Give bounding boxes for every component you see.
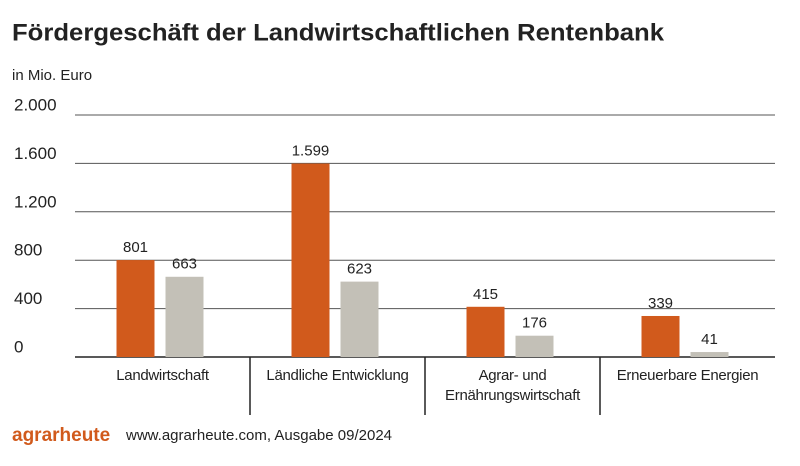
- x-tick-label: Landwirtschaft: [116, 367, 209, 384]
- data-label: 415: [473, 286, 498, 303]
- x-tick-label: Erneuerbare Energien: [616, 367, 759, 384]
- x-tick-label: Agrar- und Ernährungswirtschaft: [445, 367, 580, 404]
- data-label: 1.599: [292, 142, 330, 159]
- bar: [291, 163, 330, 357]
- source: www.agrarheute.com, Ausgabe 09/2024: [125, 427, 392, 444]
- data-label: 176: [522, 315, 547, 332]
- y-tick-label: 1.200: [14, 192, 57, 211]
- data-label: 41: [701, 331, 718, 348]
- x-tick-label: Ländliche Entwicklung: [266, 367, 409, 384]
- bar: [340, 281, 379, 357]
- logo: agrarheute: [12, 425, 110, 446]
- y-tick-label: 2.000: [14, 95, 57, 114]
- data-label: 623: [347, 261, 372, 278]
- data-label: 801: [123, 239, 148, 256]
- bar: [116, 260, 155, 357]
- y-tick-label: 0: [14, 337, 23, 356]
- bar: [641, 315, 680, 357]
- data-label: 663: [172, 256, 197, 273]
- y-tick-label: 1.600: [14, 144, 57, 163]
- y-tick-label: 400: [14, 289, 42, 308]
- bar: [165, 276, 204, 357]
- chart-title: Fördergeschäft der Landwirtschaftlichen …: [12, 19, 665, 46]
- y-tick-label: 800: [14, 241, 42, 260]
- data-label: 339: [648, 295, 673, 312]
- bar: [690, 352, 729, 357]
- bar: [466, 306, 505, 357]
- bar: [515, 335, 554, 357]
- chart-subtitle: in Mio. Euro: [12, 67, 92, 84]
